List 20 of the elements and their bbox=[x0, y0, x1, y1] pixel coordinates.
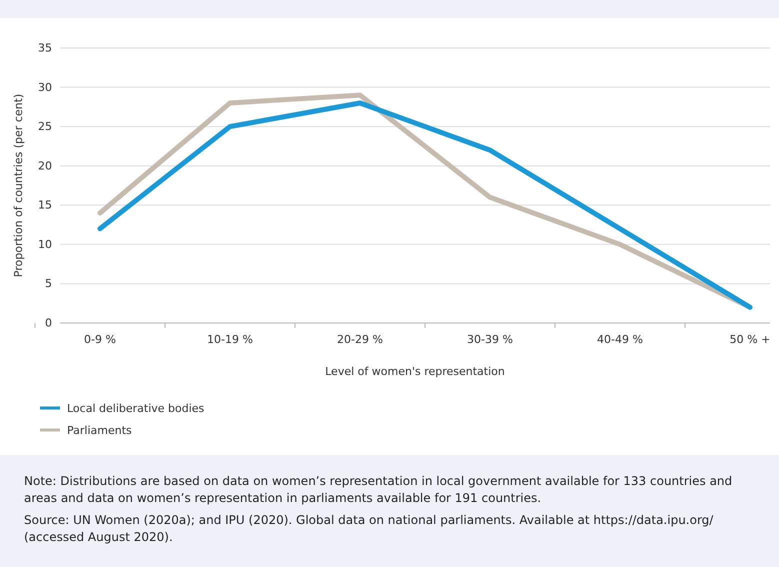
y-tick-label: 15 bbox=[38, 198, 52, 212]
x-tick-label: 0-9 % bbox=[84, 332, 116, 346]
x-axis-title: Level of women's representation bbox=[325, 365, 505, 378]
y-tick-label: 5 bbox=[45, 277, 52, 290]
x-tick-label: 50 % + bbox=[730, 332, 770, 346]
y-tick-label: 10 bbox=[38, 238, 52, 251]
source-note: Source: UN Women (2020a); and IPU (2020). Global data on national parliaments. Available at https://data.ipu.org/ (accessed August 2020). bbox=[24, 512, 714, 546]
legend-label: Parliaments bbox=[67, 424, 132, 437]
x-tick-label: 10-19 % bbox=[207, 332, 253, 346]
y-axis-title: Proportion of countries (per cent) bbox=[12, 94, 25, 278]
x-tick-label: 40-49 % bbox=[597, 332, 643, 346]
y-tick-label: 20 bbox=[38, 159, 52, 172]
y-tick-label: 35 bbox=[38, 42, 52, 55]
text: Note: Distributions are based on data on women’s representation in local government available for 133 countries and areas and data on women’s representation in parliaments available for 191 countries. bbox=[24, 473, 734, 507]
x-tick-label: 30-39 % bbox=[467, 332, 513, 346]
y-tick-label: 25 bbox=[38, 120, 52, 134]
legend-label: Local deliberative bodies bbox=[67, 402, 205, 415]
y-tick-label: 0 bbox=[45, 316, 52, 330]
y-tick-label: 30 bbox=[38, 80, 52, 94]
x-tick-label: 20-29 % bbox=[337, 332, 383, 346]
